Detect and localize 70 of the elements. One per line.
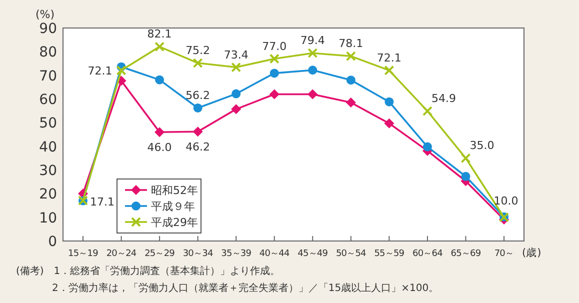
point (422, 106, 432, 116)
x-tick-label: 40～44 (259, 249, 290, 259)
data-label: 79.4 (300, 34, 325, 48)
x-axis-title: (歳) (522, 246, 542, 259)
data-label: 10.0 (494, 194, 518, 208)
y-tick-label: 60 (39, 92, 57, 108)
y-tick-label: 30 (39, 163, 57, 179)
data-label: 82.1 (147, 28, 172, 41)
x-tick-label: 50～54 (336, 249, 367, 259)
point (346, 98, 356, 108)
point (422, 142, 432, 152)
y-tick-label: 0 (48, 234, 57, 250)
data-label: 56.2 (186, 88, 210, 102)
point (346, 76, 356, 85)
point (193, 103, 202, 112)
data-label: 46.0 (147, 141, 172, 154)
x-tick-label: 20～24 (106, 249, 137, 259)
data-label: 46.2 (186, 140, 210, 154)
point (384, 118, 394, 128)
data-label: 78.1 (338, 37, 364, 50)
point (308, 89, 318, 100)
text: (備考) 1．総務省「労働力調査（基本集計）」より作成。 (16, 265, 280, 277)
x-tick-label: 25～29 (144, 249, 176, 259)
legend-label: 平成29年 (151, 216, 198, 229)
point (384, 65, 394, 76)
x-tick-label: 60～64 (412, 249, 444, 259)
legend-label: 昭和52年 (151, 184, 198, 197)
x-tick-label: 15～19 (68, 249, 99, 259)
point (232, 89, 241, 98)
y-tick-label: 10 (39, 210, 57, 226)
x-tick-label: 30～34 (182, 249, 214, 259)
data-label: 35.0 (470, 139, 494, 152)
point (269, 54, 280, 64)
point (231, 62, 242, 72)
data-label: 75.2 (186, 44, 210, 58)
point (192, 58, 203, 68)
point (461, 172, 470, 181)
data-label: 72.1 (88, 64, 112, 78)
point (270, 68, 279, 78)
y-axis-title: (%) (35, 8, 55, 21)
y-tick-label: 70 (39, 68, 57, 84)
point (155, 75, 164, 84)
data-label: 17.1 (90, 196, 114, 209)
point (154, 127, 165, 138)
point (192, 126, 203, 137)
y-tick-label: 40 (39, 139, 57, 156)
x-tick-label: 55～59 (374, 249, 405, 259)
y-tick-label: 90 (39, 21, 57, 37)
x-tick-label: 65～69 (450, 249, 482, 259)
point (269, 89, 280, 100)
point (384, 97, 394, 106)
data-label: 77.0 (262, 40, 287, 53)
data-label: 72.1 (376, 51, 402, 64)
x-tick-label: 70～ (494, 249, 514, 259)
point (308, 48, 318, 58)
point (154, 42, 165, 52)
x-tick-label: 45～49 (298, 249, 328, 259)
point (346, 51, 356, 62)
point (308, 66, 318, 75)
x-tick-label: 35～39 (221, 249, 252, 259)
point (231, 104, 242, 114)
point (460, 153, 471, 164)
legend-label: 平成９年 (151, 200, 195, 213)
y-tick-label: 20 (39, 186, 57, 203)
data-label: 54.9 (431, 92, 456, 106)
point (116, 65, 126, 76)
y-tick-label: 50 (39, 116, 57, 132)
text: 2．労働力率は，「労働力人口（就業者＋完全失業者）」／「15歳以上人口」×100。 (52, 282, 439, 294)
y-tick-label: 80 (39, 44, 57, 61)
data-label: 73.4 (224, 48, 248, 62)
